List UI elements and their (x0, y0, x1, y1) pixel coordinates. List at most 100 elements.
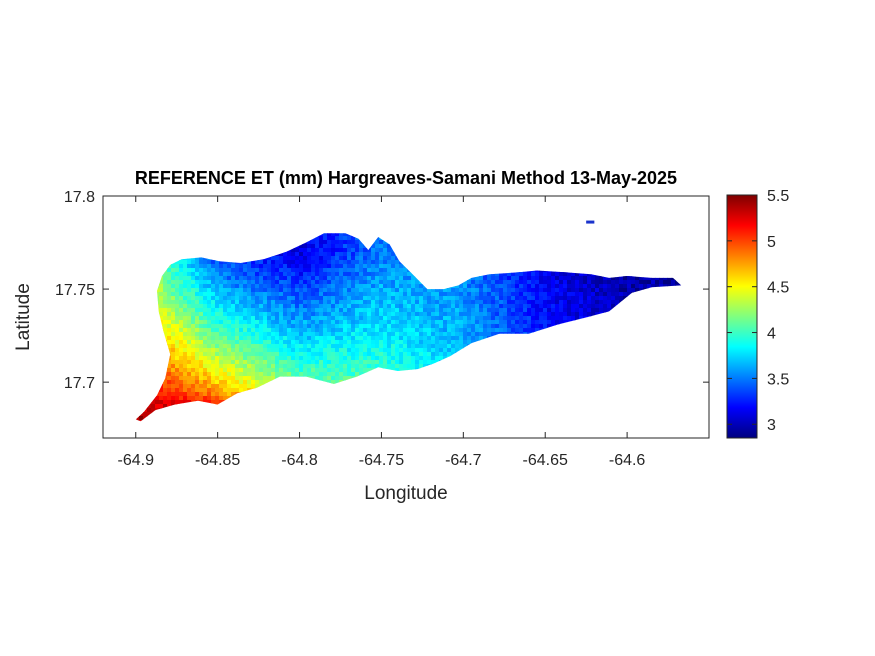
heat-cell (295, 312, 300, 317)
heat-cell (283, 284, 288, 289)
heat-cell (315, 308, 320, 313)
heat-cell (411, 356, 416, 361)
heat-cell (463, 324, 468, 329)
heat-cell (195, 340, 200, 345)
heat-cell (399, 352, 404, 357)
heat-cell (335, 340, 340, 345)
heat-cell (491, 284, 496, 289)
heat-cell (175, 380, 180, 385)
heat-cell (299, 268, 304, 273)
heat-cell (347, 312, 352, 317)
heat-cell (191, 336, 196, 341)
heat-cell (207, 356, 212, 361)
heat-cell (299, 368, 304, 373)
heat-cell (271, 288, 276, 293)
heat-cell (227, 392, 232, 397)
heat-cell (335, 272, 340, 277)
heat-cell (311, 264, 316, 269)
heat-cell (387, 284, 392, 289)
heat-cell (195, 316, 200, 321)
heat-cell (223, 324, 228, 329)
heat-cell (243, 316, 248, 321)
heat-cell (323, 248, 328, 253)
heat-cell (335, 248, 340, 253)
heat-cell (475, 304, 480, 309)
heat-cell (219, 368, 224, 373)
heat-cell (447, 288, 452, 293)
heat-cell (415, 336, 420, 341)
heat-cell (403, 332, 408, 337)
heat-cell (195, 356, 200, 361)
heat-cell (207, 348, 212, 353)
heat-cell (475, 292, 480, 297)
heat-cell (331, 344, 336, 349)
heat-cell (267, 328, 272, 333)
heat-cell (359, 264, 364, 269)
heat-cell (255, 320, 260, 325)
heat-cell (183, 396, 188, 401)
heat-cell (399, 332, 404, 337)
heat-cell (215, 376, 220, 381)
heat-cell (351, 296, 356, 301)
heat-cell (431, 344, 436, 349)
heat-cell (263, 296, 268, 301)
heat-cell (303, 272, 308, 277)
heat-cell (247, 328, 252, 333)
heat-cell (271, 284, 276, 289)
heat-cell (247, 260, 252, 265)
heat-cell (287, 332, 292, 337)
heat-cell (403, 360, 408, 365)
heat-cell (339, 256, 344, 261)
heat-cell (191, 316, 196, 321)
heat-cell (359, 268, 364, 273)
heat-cell (247, 360, 252, 365)
heat-cell (359, 312, 364, 317)
heat-cell (195, 260, 200, 265)
heat-cell (183, 264, 188, 269)
heat-cell (403, 316, 408, 321)
heat-cell (299, 312, 304, 317)
heat-cell (299, 288, 304, 293)
heat-cell (171, 288, 176, 293)
heat-cell (271, 372, 276, 377)
heat-cell (299, 252, 304, 257)
heat-cell (291, 364, 296, 369)
heat-cell (215, 372, 220, 377)
heat-cell (335, 276, 340, 281)
heat-cell (267, 376, 272, 381)
heat-cell (327, 344, 332, 349)
heat-cell (303, 352, 308, 357)
heat-cell (323, 304, 328, 309)
heat-cell (283, 268, 288, 273)
heat-cell (191, 348, 196, 353)
heat-cell (431, 312, 436, 317)
heat-cell (247, 292, 252, 297)
heat-cell (323, 316, 328, 321)
heat-cell (163, 288, 168, 293)
heat-cell (415, 300, 420, 305)
heat-cell (155, 404, 160, 409)
heat-cell (295, 248, 300, 253)
heat-cell (379, 364, 384, 369)
heat-cell (487, 308, 492, 313)
heat-cell (475, 336, 480, 341)
heat-cell (219, 344, 224, 349)
heat-cell (283, 352, 288, 357)
heat-cell (235, 376, 240, 381)
heat-cell (435, 356, 440, 361)
heat-cell (331, 233, 336, 237)
heat-cell (403, 324, 408, 329)
heat-cell (495, 272, 500, 277)
heat-cell (267, 304, 272, 309)
heat-cell (351, 308, 356, 313)
heat-cell (391, 328, 396, 333)
heat-cell (199, 304, 204, 309)
heat-cell (395, 296, 400, 301)
heat-cell (435, 296, 440, 301)
heat-cell (331, 292, 336, 297)
heat-cell (403, 340, 408, 345)
heat-cell (363, 264, 368, 269)
heat-cell (339, 260, 344, 265)
heat-cell (507, 276, 512, 281)
heat-cell (451, 308, 456, 313)
